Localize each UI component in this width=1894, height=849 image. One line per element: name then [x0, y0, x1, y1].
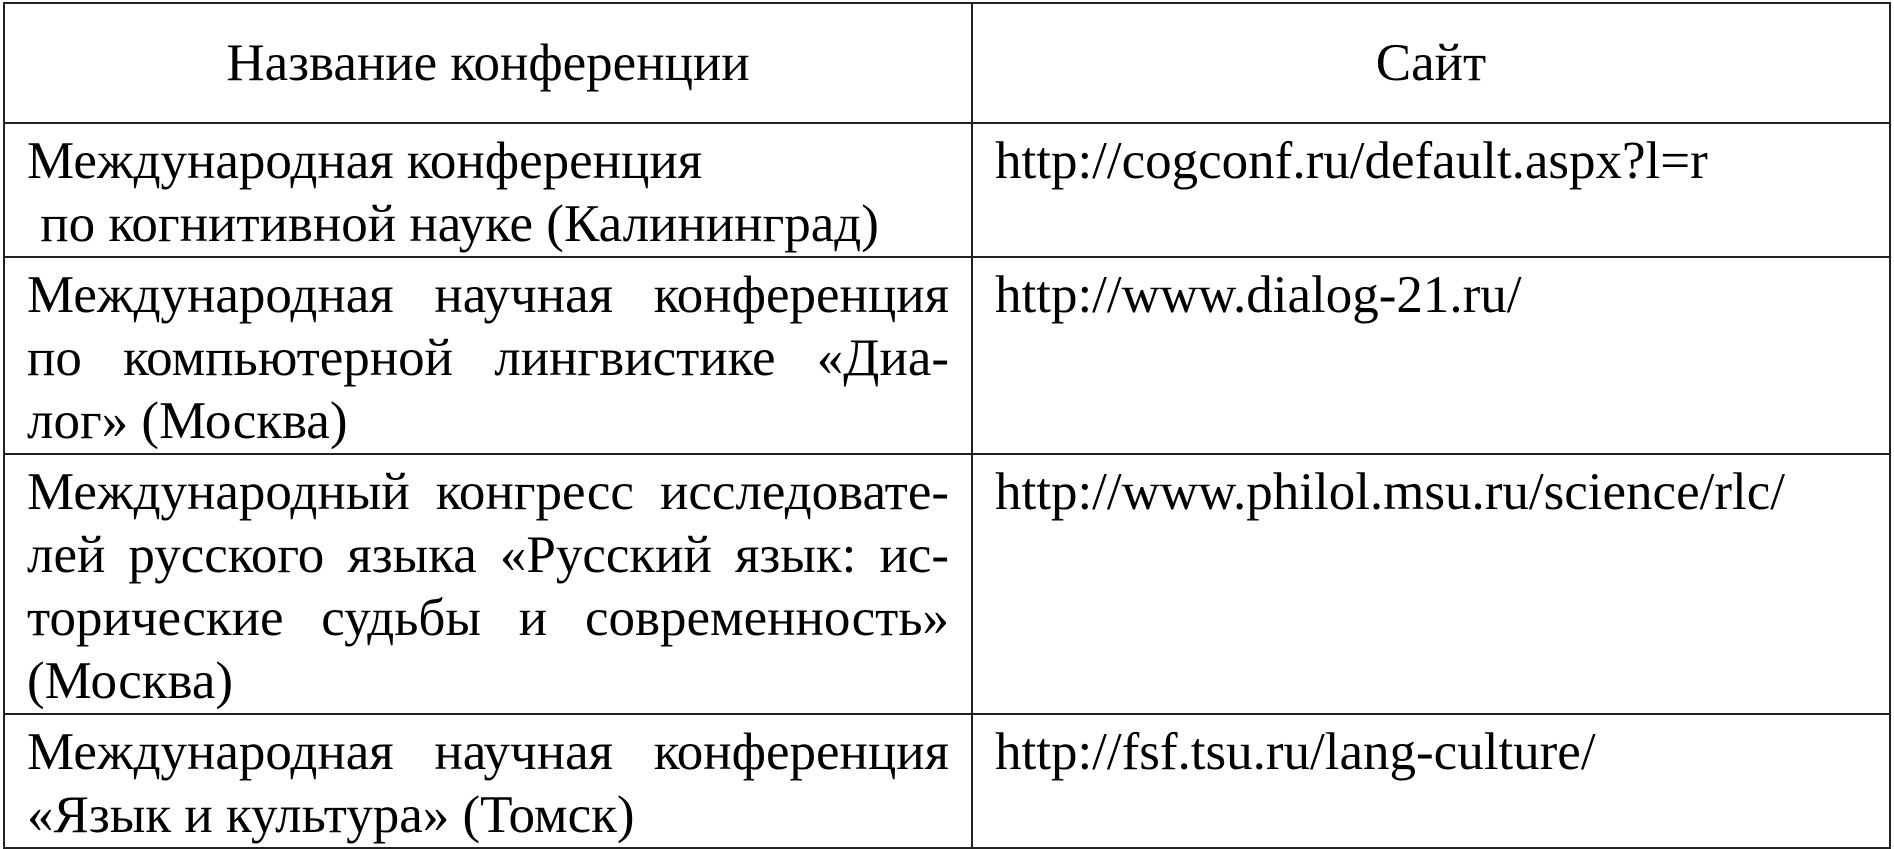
conference-name-cell: Международная конференция по когнитивной…	[3, 122, 973, 258]
name-line: (Москва)	[27, 652, 234, 710]
name-line: по когнитивной науке (Калининград)	[27, 195, 879, 253]
name-line: лей русского языка «Русский язык: ис-	[27, 526, 949, 584]
name-line: Международный конгресс исследовате-	[27, 463, 949, 521]
conference-table: Название конференции Сайт Международная …	[3, 2, 1891, 849]
name-line: Международная научная конференция	[27, 723, 949, 781]
conference-name-cell: Международная научная конференция «Язык …	[3, 713, 973, 849]
name-line: лог» (Москва)	[27, 392, 348, 450]
conference-name-cell: Международная научная конференция по ком…	[3, 256, 973, 455]
name-line: по компьютерной лингвистике «Диа-	[27, 329, 949, 387]
table-header-row: Название конференции Сайт	[3, 2, 1891, 124]
table-row: Международный конгресс исследовате- лей …	[3, 453, 1891, 715]
site-cell: http://fsf.tsu.ru/lang-culture/	[971, 713, 1891, 849]
site-cell: http://www.dialog-21.ru/	[971, 256, 1891, 455]
name-line: «Язык и культура» (Томск)	[27, 786, 635, 844]
site-cell: http://www.philol.msu.ru/science/rlc/	[971, 453, 1891, 715]
table-row: Международная конференция по когнитивной…	[3, 122, 1891, 258]
conference-name-cell: Международный конгресс исследовате- лей …	[3, 453, 973, 715]
table-row: Международная научная конференция по ком…	[3, 256, 1891, 455]
header-conference-name: Название конференции	[3, 2, 973, 124]
name-line: торические судьбы и современность»	[27, 589, 949, 647]
header-site: Сайт	[971, 2, 1891, 124]
name-line: Международная конференция	[27, 132, 703, 190]
site-cell: http://cogconf.ru/default.aspx?l=r	[971, 122, 1891, 258]
name-line: Международная научная конференция	[27, 266, 949, 324]
table-row: Международная научная конференция «Язык …	[3, 713, 1891, 849]
